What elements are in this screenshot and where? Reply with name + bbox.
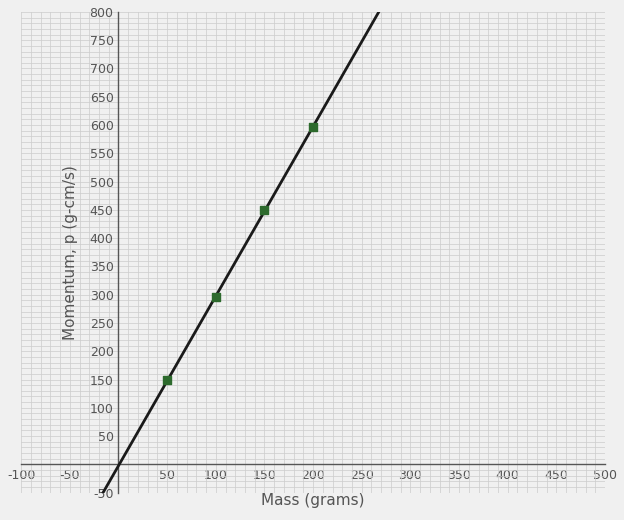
X-axis label: Mass (grams): Mass (grams)	[261, 493, 365, 509]
Point	[308, 122, 318, 131]
Point	[260, 206, 270, 215]
Y-axis label: Momentum, p (g-cm/s): Momentum, p (g-cm/s)	[64, 165, 79, 340]
Point	[162, 376, 172, 385]
Point	[211, 293, 221, 302]
